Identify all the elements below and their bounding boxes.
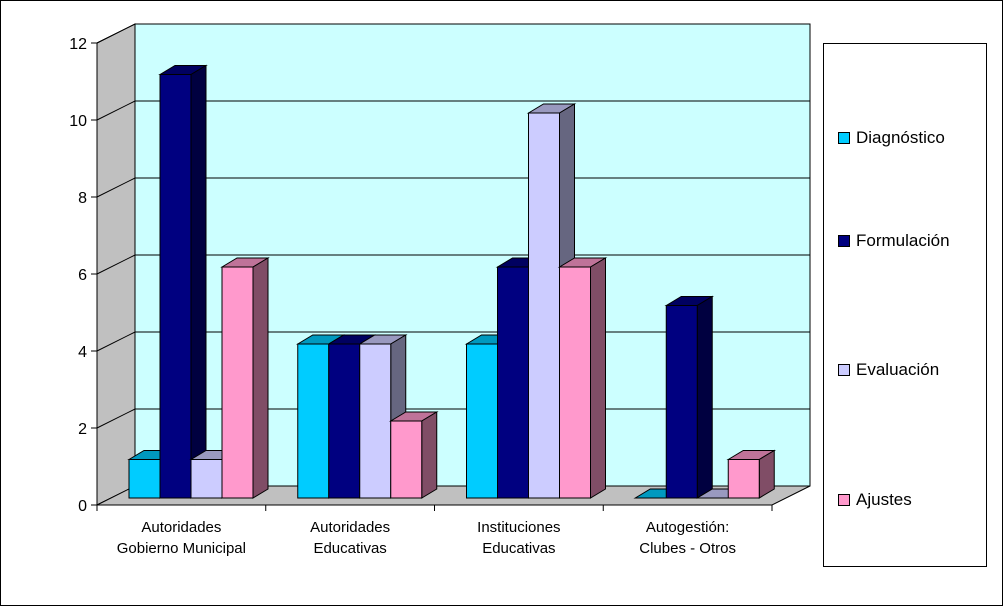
y-tick-label: 2: [78, 421, 87, 438]
x-category-label: Educativas: [313, 540, 386, 557]
y-tick-label: 10: [69, 113, 87, 130]
x-category-label: Clubes - Otros: [639, 540, 736, 557]
x-category-label: Autoridades: [141, 519, 221, 536]
legend: Diagnóstico Formulación Evaluación Ajust…: [823, 43, 987, 567]
gridline: [96, 254, 810, 275]
y-tick-label: 8: [78, 190, 87, 207]
legend-label-evaluacion: Evaluación: [856, 360, 940, 379]
y-tick-label: 4: [78, 344, 87, 361]
x-category-label: Educativas: [482, 540, 555, 557]
bar-formulacion-1: [158, 64, 208, 499]
y-tick-label: 12: [69, 36, 87, 53]
legend-item-formulacion: Formulación: [838, 231, 950, 251]
bar-ajustes-1: [220, 257, 270, 499]
legend-item-ajustes: Ajustes: [838, 490, 912, 510]
bar-ajustes-4: [726, 449, 777, 499]
legend-swatch-ajustes: [838, 494, 850, 506]
legend-label-diagnostico: Diagnóstico: [856, 128, 945, 147]
gridline: [96, 177, 810, 198]
legend-item-evaluacion: Evaluación: [838, 360, 939, 380]
x-category-label: Instituciones: [477, 519, 560, 536]
legend-label-ajustes: Ajustes: [856, 490, 912, 509]
legend-swatch-formulacion: [838, 235, 850, 247]
x-category-label: Autoridades: [310, 519, 390, 536]
legend-swatch-evaluacion: [838, 364, 850, 376]
bar-ajustes-2: [388, 411, 439, 499]
legend-label-formulacion: Formulación: [856, 231, 950, 250]
x-category-label: Gobierno Municipal: [117, 540, 246, 557]
bar-ajustes-3: [557, 257, 608, 499]
bar-formulacion-4: [664, 295, 715, 499]
legend-item-diagnostico: Diagnóstico: [838, 128, 945, 148]
y-tick-label: 0: [78, 498, 87, 515]
x-category-label: Autogestión:: [646, 519, 729, 536]
y-tick-label: 6: [78, 267, 87, 284]
gridline: [96, 23, 810, 44]
legend-swatch-diagnostico: [838, 132, 850, 144]
gridline: [96, 100, 810, 121]
